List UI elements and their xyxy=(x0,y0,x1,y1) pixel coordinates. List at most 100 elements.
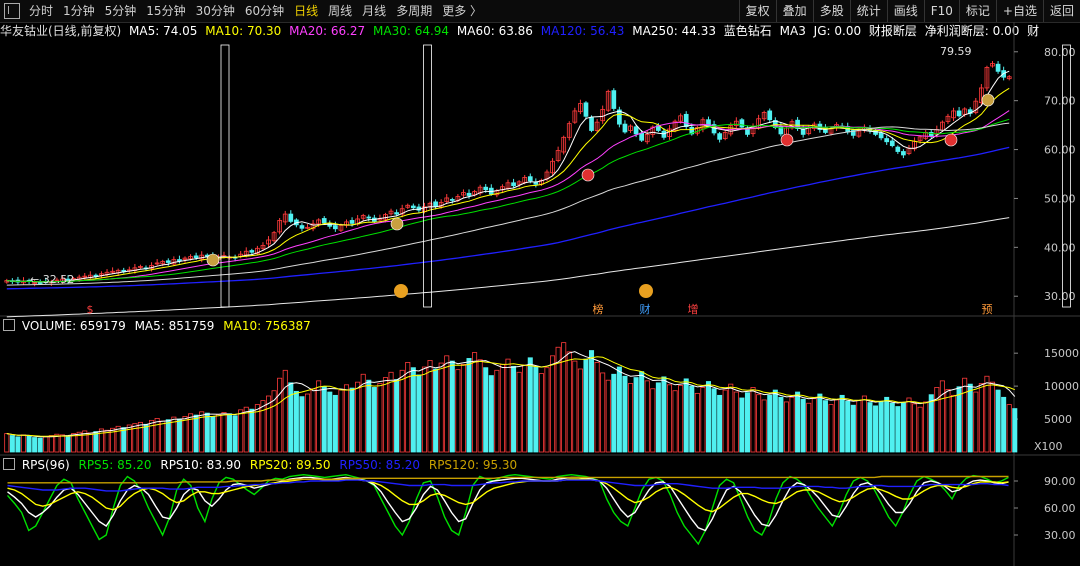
candle-body xyxy=(561,136,567,153)
volume-bar xyxy=(856,400,862,453)
candle-body xyxy=(399,208,405,215)
volume-bar xyxy=(143,423,149,453)
volume-bar xyxy=(956,386,962,453)
volume-bar xyxy=(628,383,634,453)
rps120-label: RPS120: 95.30 xyxy=(428,458,518,472)
volume-bar xyxy=(338,389,344,453)
volume-bar xyxy=(260,400,266,453)
toolbar-button-1[interactable]: 叠加 xyxy=(775,0,813,22)
toolbar-button-4[interactable]: 画线 xyxy=(886,0,924,22)
candle-body xyxy=(850,130,856,136)
volume-icon[interactable] xyxy=(3,319,15,331)
toolbar-button-5[interactable]: F10 xyxy=(923,0,959,22)
volume-bar xyxy=(54,433,60,453)
period-tab-7[interactable]: 周线 xyxy=(328,4,353,18)
period-tab-6[interactable]: 日线 xyxy=(294,4,319,18)
volume-bar xyxy=(739,397,745,453)
period-tab-4[interactable]: 30分钟 xyxy=(195,4,235,18)
volume-bar xyxy=(934,387,940,453)
candle-body xyxy=(873,130,878,135)
volume-bar xyxy=(76,431,82,453)
volume-bar xyxy=(828,404,834,453)
volume-bar xyxy=(989,381,996,453)
candle-body xyxy=(37,282,43,284)
period-tab-3[interactable]: 15分钟 xyxy=(146,4,186,18)
candle-body xyxy=(433,201,438,207)
candle-body xyxy=(733,120,739,126)
volume-bar xyxy=(410,367,416,453)
price-tick-label-0: 80.00 xyxy=(1044,46,1076,59)
volume-bar xyxy=(778,396,784,453)
candle-body xyxy=(917,136,923,141)
toolbar-button-0[interactable]: 复权 xyxy=(738,0,776,22)
volume-bar xyxy=(82,430,88,453)
candle-body xyxy=(617,109,622,125)
volume-bar xyxy=(756,394,762,453)
candle-body xyxy=(511,182,516,187)
period-tab-1[interactable]: 1分钟 xyxy=(63,4,95,18)
toolbar-button-8[interactable]: 返回 xyxy=(1042,0,1080,22)
candle-body xyxy=(611,90,617,109)
toolbar-button-7[interactable]: +自选 xyxy=(995,0,1043,22)
volume-bar xyxy=(343,384,350,453)
candle-body xyxy=(928,132,934,137)
indicator-profit-gap-label: 净利润断层: 0.00 xyxy=(924,24,1020,38)
signal-spike-1 xyxy=(423,44,432,308)
volume-bar xyxy=(449,360,455,453)
candle-body xyxy=(578,103,583,113)
candle-body xyxy=(990,63,995,67)
toolbar-button-3[interactable]: 统计 xyxy=(849,0,887,22)
volume-bar xyxy=(772,389,778,453)
volume-bar xyxy=(900,402,906,453)
candle-body xyxy=(945,115,951,122)
period-tab-5[interactable]: 60分钟 xyxy=(244,4,285,18)
indicator-report-gap-label: 财报断层 xyxy=(868,24,917,38)
volume-bar xyxy=(678,385,684,453)
volume-bar xyxy=(193,414,199,453)
volume-bar xyxy=(622,375,628,453)
ma250-label: MA250: 44.33 xyxy=(632,24,716,38)
candle-body xyxy=(255,247,260,255)
rps-tick-label-0: 90.00 xyxy=(1044,475,1076,488)
volume-bar xyxy=(188,413,194,453)
volume-bar xyxy=(249,408,255,453)
volume-bar xyxy=(421,366,427,453)
toolbar-button-2[interactable]: 多股 xyxy=(812,0,850,22)
candle-body xyxy=(154,262,160,265)
candle-body xyxy=(321,218,327,224)
candle-body xyxy=(316,219,322,225)
volume-bar xyxy=(427,360,433,453)
period-tab-9[interactable]: 多周期 xyxy=(396,4,433,18)
rps-header: RPS(96) RPS5: 85.20 RPS10: 83.90 RPS20: … xyxy=(0,457,522,473)
volume-bar xyxy=(594,361,600,453)
rps20-label: RPS20: 89.50 xyxy=(249,458,331,472)
volume-bar xyxy=(98,428,104,453)
panel-toggle-icon[interactable] xyxy=(4,3,20,19)
volume-bar xyxy=(1012,408,1018,453)
period-tab-8[interactable]: 月线 xyxy=(362,4,387,18)
volume-bar xyxy=(600,372,606,453)
volume-bar xyxy=(728,383,734,453)
rps-icon[interactable] xyxy=(3,458,15,470)
volume-bar xyxy=(834,399,840,453)
rps-line-rps5 xyxy=(6,473,1009,546)
candle-body xyxy=(973,100,979,114)
period-tab-0[interactable]: 分时 xyxy=(29,4,54,18)
volume-bar xyxy=(845,400,851,453)
candle-body xyxy=(589,117,594,131)
candle-body xyxy=(461,192,466,196)
volume-bar xyxy=(399,369,405,453)
candle-body xyxy=(800,128,806,135)
ma10-line xyxy=(6,87,1010,283)
volume-bar xyxy=(9,435,15,453)
volume-bar xyxy=(789,396,795,453)
volume-bar xyxy=(87,432,93,453)
volume-bar xyxy=(995,389,1001,453)
candle-body xyxy=(466,192,472,196)
period-tab-10[interactable]: 更多 〉 xyxy=(442,4,483,18)
toolbar-button-6[interactable]: 标记 xyxy=(958,0,996,22)
volume-bar xyxy=(277,377,283,453)
period-tab-2[interactable]: 5分钟 xyxy=(104,4,137,18)
ma10-label: MA10: 70.30 xyxy=(205,24,282,38)
